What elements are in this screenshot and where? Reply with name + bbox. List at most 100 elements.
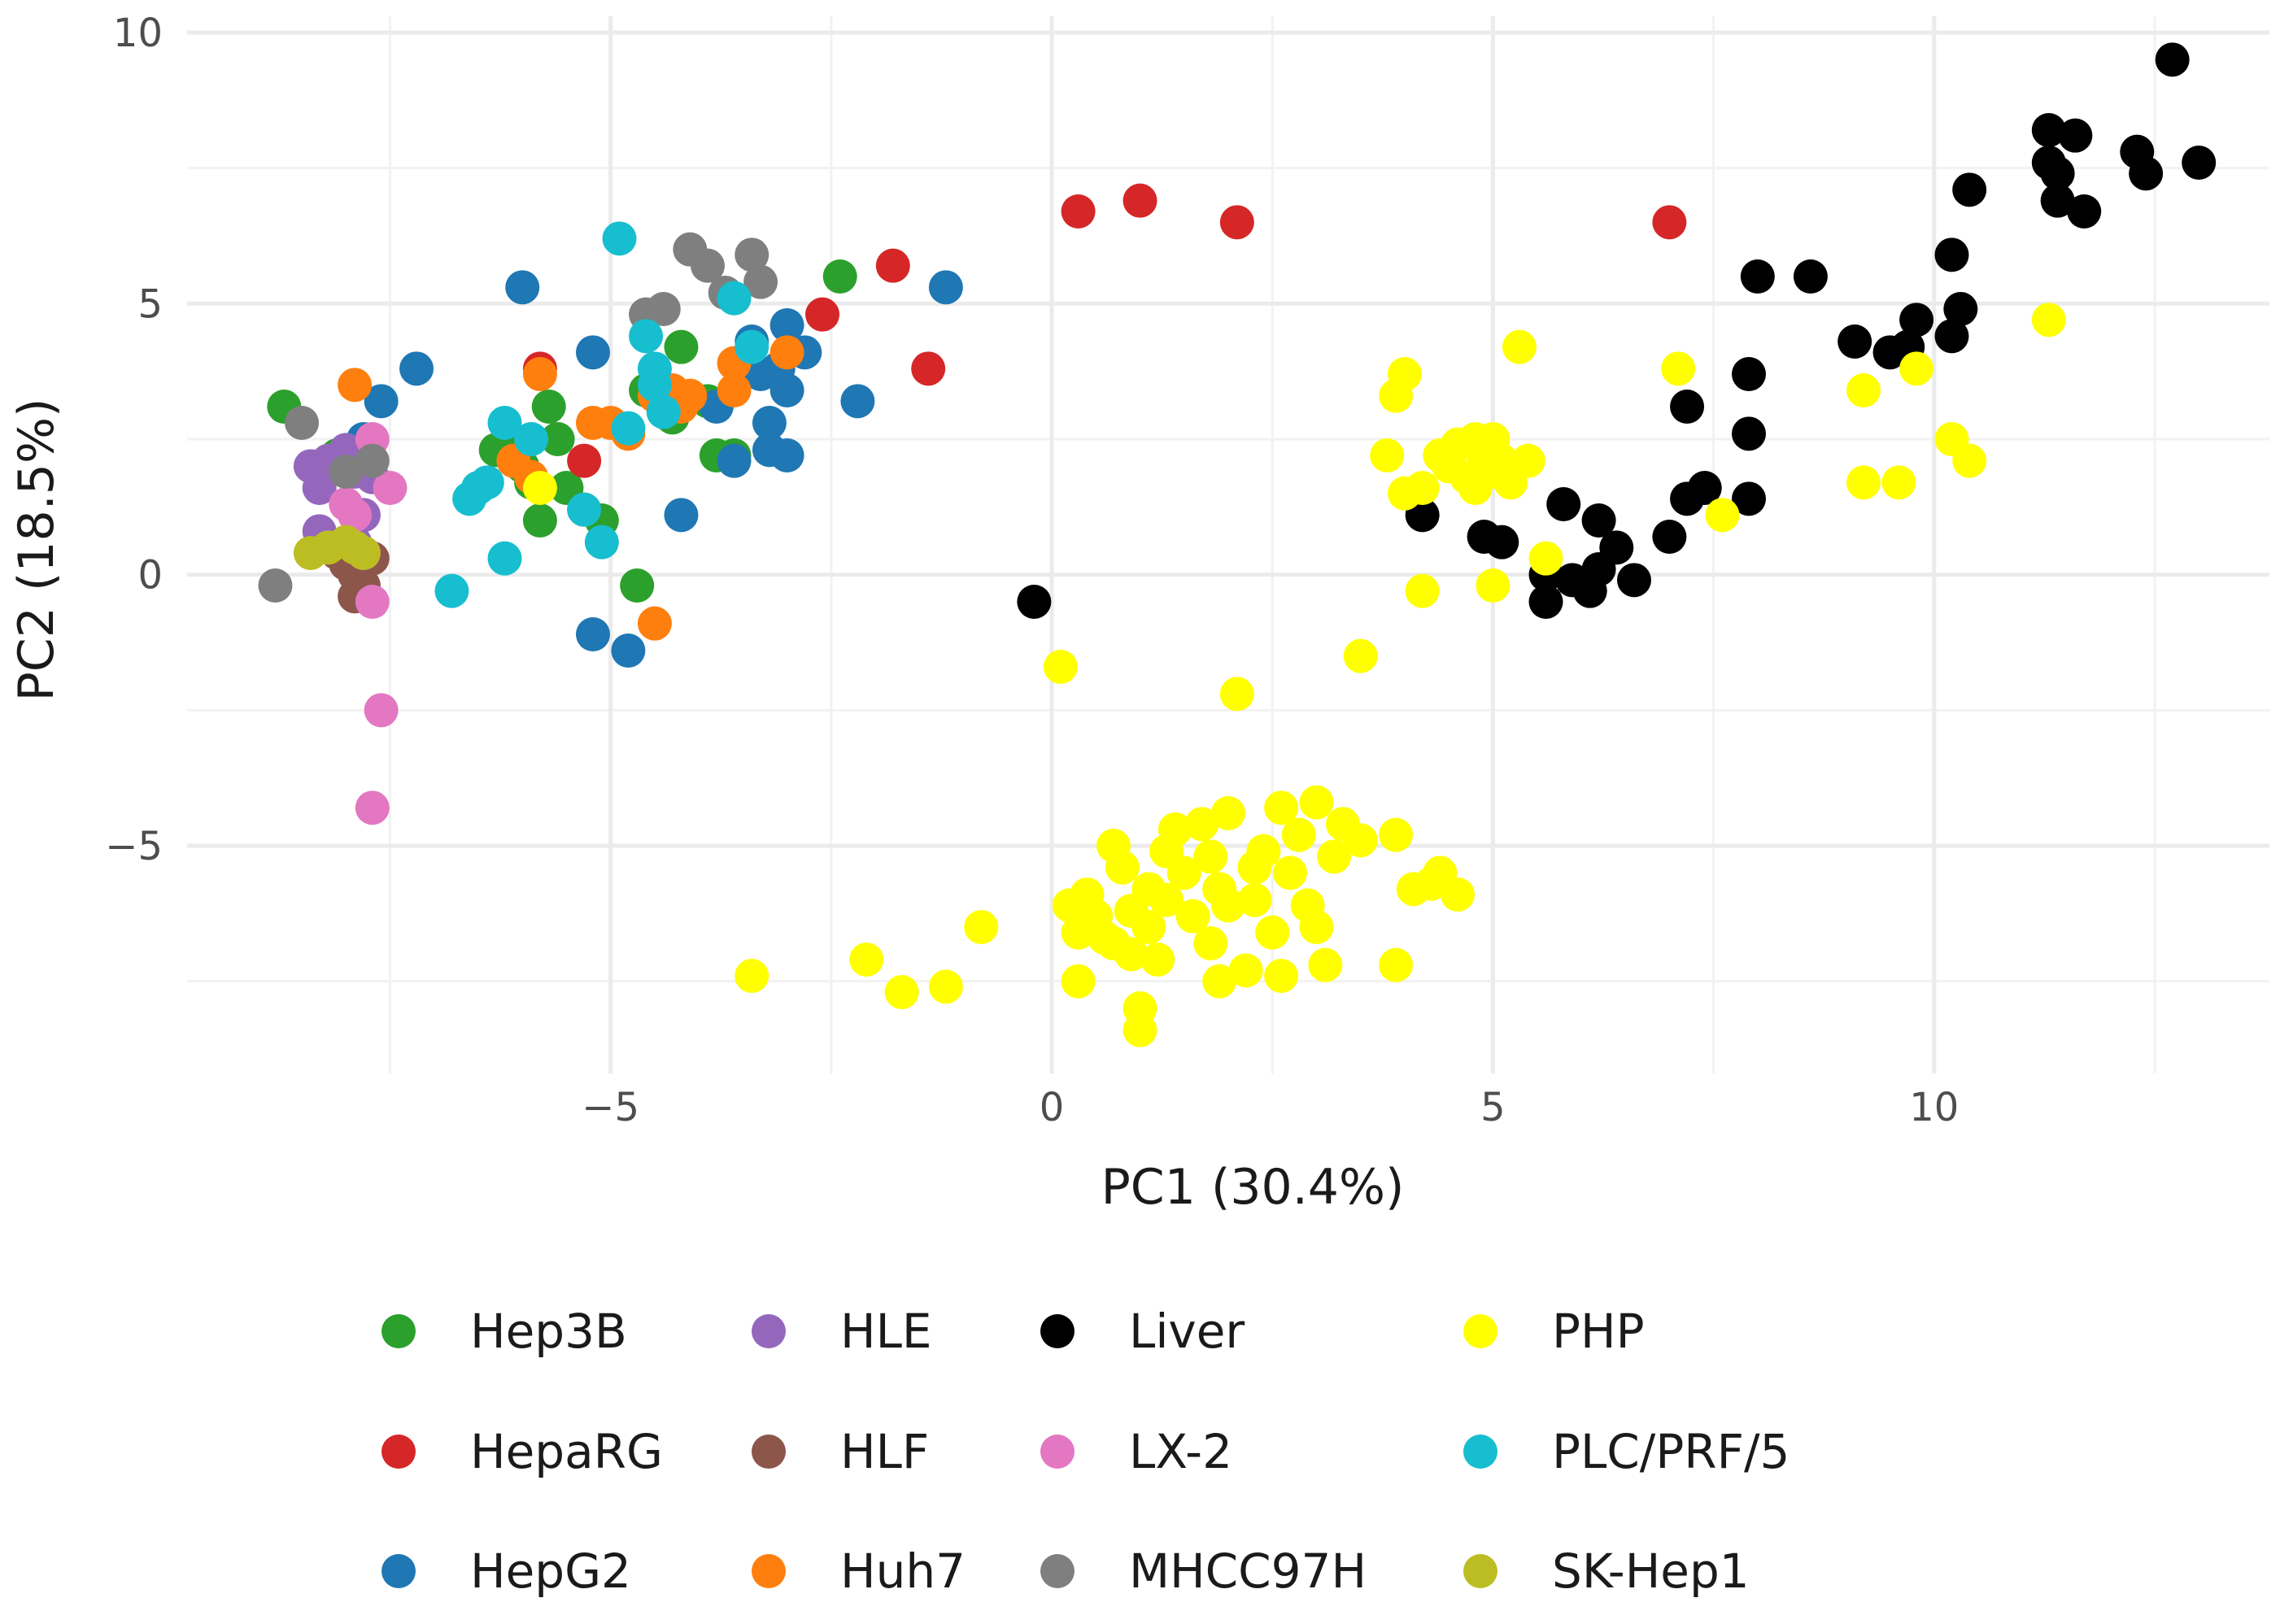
- point-php: [1140, 943, 1175, 977]
- point-hepg2: [364, 384, 399, 419]
- point-liver: [1670, 390, 1705, 424]
- point-liver: [1740, 259, 1775, 294]
- point-php: [1202, 964, 1237, 999]
- point-heparg: [805, 297, 840, 332]
- point-php: [1061, 964, 1096, 999]
- point-hepg2: [769, 373, 804, 407]
- legend-key-hepg2: [381, 1554, 416, 1588]
- point-hep3b: [531, 390, 566, 424]
- point-php: [1114, 937, 1149, 972]
- legend: Hep3B HepaRG HepG2 HLE HLF Huh7 Liver LX-2 MHCC9…: [381, 1304, 1789, 1599]
- legend-label-liver: Liver: [1129, 1304, 1245, 1359]
- point-php: [1511, 443, 1545, 478]
- point-php: [964, 910, 999, 944]
- point-hepg2: [752, 406, 787, 440]
- point-plc-prf-5: [717, 281, 752, 316]
- legend-key-sk-hep1: [1463, 1554, 1497, 1588]
- point-plc-prf-5: [584, 525, 619, 559]
- legend-label-lx-2: LX-2: [1129, 1424, 1232, 1479]
- x-axis-title: PC1 (30.4%): [1101, 1159, 1405, 1216]
- point-php: [1264, 790, 1299, 825]
- legend-key-heparg: [381, 1435, 416, 1469]
- point-hepg2: [717, 443, 752, 478]
- legend-key-mhcc97h: [1040, 1554, 1075, 1588]
- y-tick-label: 10: [113, 11, 163, 56]
- point-hep3b: [664, 329, 699, 364]
- point-heparg: [1061, 194, 1096, 229]
- legend-key-plc-prf-5: [1463, 1435, 1497, 1469]
- point-lx-2: [364, 693, 399, 728]
- point-php: [884, 975, 919, 1009]
- point-mhcc97h: [743, 264, 778, 299]
- point-php: [849, 943, 884, 977]
- point-php: [1193, 926, 1228, 960]
- point-php: [1105, 850, 1140, 885]
- point-php: [1502, 329, 1537, 364]
- point-liver: [1652, 520, 1687, 554]
- point-php: [1184, 807, 1219, 842]
- point-liver: [2182, 146, 2217, 180]
- point-liver: [2031, 113, 2066, 147]
- point-php: [1149, 882, 1184, 917]
- point-huh7: [673, 378, 708, 413]
- point-liver: [1934, 319, 1969, 354]
- point-php: [1228, 953, 1263, 988]
- axis-ticks: −5 0 5 10 −5 0 5 10: [105, 11, 1959, 1130]
- point-php: [1661, 351, 1696, 386]
- point-plc-prf-5: [469, 465, 504, 500]
- point-hep3b: [522, 503, 557, 538]
- legend-label-php: PHP: [1552, 1304, 1645, 1359]
- legend-label-hep3b: Hep3B: [470, 1304, 627, 1359]
- point-php: [1379, 817, 1414, 852]
- point-hepg2: [575, 335, 610, 370]
- point-plc-prf-5: [637, 368, 672, 403]
- point-php: [1881, 465, 1916, 500]
- point-huh7: [717, 373, 752, 407]
- point-php: [1299, 910, 1334, 944]
- point-liver: [1687, 471, 1722, 505]
- point-huh7: [637, 606, 672, 641]
- point-heparg: [911, 351, 946, 386]
- point-php: [1441, 877, 1476, 912]
- y-tick-label: 0: [137, 553, 163, 599]
- point-hep3b: [822, 259, 857, 294]
- legend-label-mhcc97h: MHCC97H: [1129, 1543, 1367, 1599]
- legend-key-lx-2: [1040, 1435, 1075, 1469]
- point-plc-prf-5: [434, 573, 469, 608]
- point-liver: [1546, 487, 1581, 521]
- point-hepg2: [840, 384, 875, 419]
- point-huh7: [769, 335, 804, 370]
- x-tick-label: −5: [582, 1085, 639, 1130]
- point-liver: [1837, 324, 1872, 359]
- point-mhcc97h: [691, 248, 725, 283]
- point-heparg: [1123, 183, 1157, 218]
- legend-label-hle: HLE: [840, 1304, 932, 1359]
- point-liver: [1952, 172, 1987, 207]
- legend-key-hle: [752, 1314, 786, 1348]
- point-php: [1219, 677, 1254, 712]
- y-axis-title: PC2 (18.5%): [8, 398, 65, 702]
- point-liver: [1528, 585, 1563, 619]
- point-hep3b: [540, 422, 575, 456]
- point-liver: [2040, 156, 2075, 191]
- point-mhcc97h: [329, 455, 364, 489]
- point-liver: [1484, 525, 1519, 559]
- point-mhcc97h: [355, 443, 390, 478]
- point-liver: [1581, 503, 1616, 538]
- point-liver: [1616, 563, 1651, 598]
- x-tick-label: 10: [1909, 1085, 1959, 1130]
- point-php: [1528, 541, 1563, 576]
- point-heparg: [567, 443, 602, 478]
- point-liver: [1943, 292, 1978, 326]
- point-plc-prf-5: [735, 329, 769, 364]
- point-liver: [2067, 194, 2102, 229]
- point-hep3b: [620, 568, 655, 603]
- point-liver: [1793, 259, 1828, 294]
- point-lx-2: [373, 471, 408, 505]
- point-php: [1405, 471, 1440, 505]
- point-liver: [2040, 183, 2075, 218]
- point-php: [1211, 888, 1245, 923]
- point-heparg: [875, 248, 910, 283]
- point-php: [1193, 839, 1228, 874]
